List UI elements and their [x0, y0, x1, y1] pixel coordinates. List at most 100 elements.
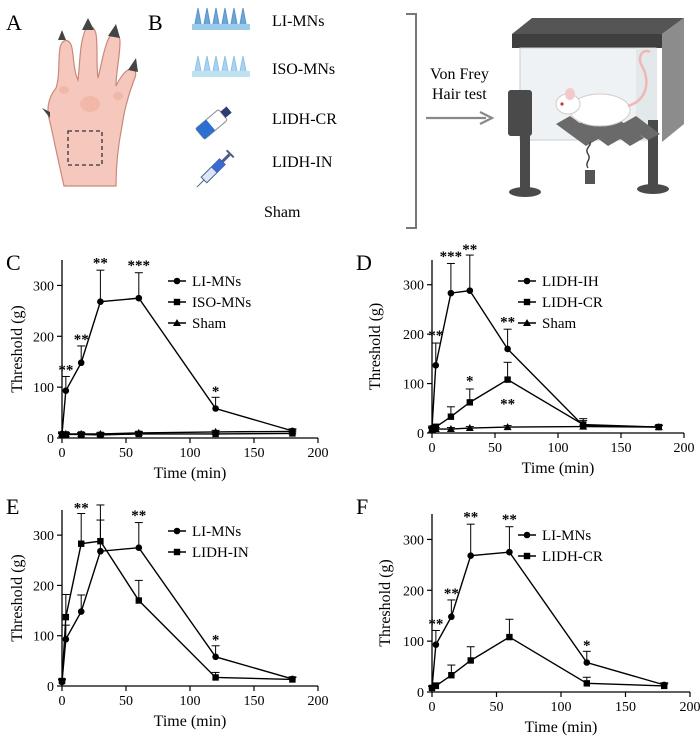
significance-mark: **	[58, 362, 73, 378]
data-point	[62, 635, 70, 643]
mouse-icon	[555, 49, 651, 127]
x-tick-label: 0	[429, 700, 436, 715]
y-tick-label: 300	[33, 529, 54, 544]
x-tick-label: 150	[244, 446, 265, 461]
treatment-label-li-mns: LI-MNs	[272, 13, 324, 30]
series-li-mns	[58, 519, 297, 686]
data-point	[448, 613, 455, 621]
x-tick-label: 200	[308, 694, 329, 709]
x-tick-label: 100	[548, 441, 569, 456]
legend-label: LI-MNs	[192, 524, 241, 540]
legend-label: ISO-MNs	[192, 295, 251, 311]
data-point	[96, 429, 105, 437]
legend-marker	[523, 277, 531, 285]
legend-label: LIDH-CR	[542, 295, 603, 311]
data-point	[77, 608, 85, 615]
series-sham	[428, 422, 663, 433]
significance-mark: ***	[128, 258, 151, 274]
y-tick-label: 0	[47, 680, 54, 695]
chart-panel-c: C 0 50 100 150 200 0 100 200 300 Time (min) Thresho…	[6, 250, 329, 482]
y-tick-label: 200	[33, 330, 54, 345]
significance-mark: **	[463, 510, 478, 526]
data-point	[212, 405, 219, 412]
data-point	[579, 422, 588, 430]
y-tick-label: 200	[33, 579, 54, 594]
syringe-icon	[196, 149, 235, 188]
legend-marker	[523, 298, 531, 306]
test-label-line-2: Hair test	[432, 86, 487, 103]
data-point	[432, 361, 440, 369]
series-line	[61, 297, 293, 434]
legend-marker	[173, 548, 181, 556]
series-lidh-cr	[428, 618, 669, 692]
data-point	[58, 677, 66, 685]
legend-label: Sham	[192, 316, 227, 332]
series-li-mns	[58, 269, 297, 438]
data-point	[135, 544, 143, 552]
x-tick-label: 0	[59, 694, 66, 709]
series-line	[61, 546, 293, 683]
chart-panel-f: F 0 50 100 150 200 0 100 200 300 Time (min) Thresho…	[356, 494, 700, 736]
legend-label: LIDH-CR	[542, 549, 603, 565]
treatment-label-lidh-cr: LIDH-CR	[272, 111, 337, 128]
data-point	[432, 641, 440, 649]
x-tick-label: 200	[674, 441, 695, 456]
chart-panel-d: D 0 50 100 150 200 0 100 200 300 Time (min) Thresho…	[356, 242, 695, 477]
significance-mark: **	[428, 616, 443, 632]
data-point	[503, 423, 512, 431]
data-point	[506, 548, 513, 556]
data-point	[97, 537, 104, 545]
x-tick-label: 150	[244, 694, 265, 709]
series-lidh-cr	[428, 361, 663, 433]
significance-mark: **	[74, 501, 89, 517]
x-tick-label: 0	[429, 441, 436, 456]
y-tick-label: 300	[403, 279, 424, 294]
data-point	[583, 659, 591, 666]
x-tick-label: 50	[119, 446, 133, 461]
data-point	[504, 345, 511, 353]
series-lidh-in	[58, 504, 297, 685]
test-label-line-1: Von Frey	[430, 66, 489, 83]
data-point	[62, 387, 70, 395]
legend-marker	[173, 527, 181, 535]
arrow-right-icon	[426, 111, 495, 125]
data-point	[289, 676, 296, 683]
legend-label: LI-MNs	[192, 274, 241, 290]
data-point	[211, 427, 220, 435]
y-axis-title: Threshold (g)	[9, 554, 26, 642]
data-point	[448, 672, 455, 679]
y-tick-label: 0	[417, 686, 424, 701]
data-point	[446, 425, 455, 433]
data-point	[467, 657, 474, 664]
x-tick-label: 100	[180, 694, 201, 709]
data-point	[97, 298, 104, 306]
data-point	[506, 633, 513, 641]
legend-label: LIDH-IN	[192, 545, 249, 561]
data-point	[447, 289, 455, 297]
data-point	[212, 653, 219, 661]
significance-mark: **	[74, 332, 89, 348]
significance-mark: **	[428, 328, 443, 344]
data-point	[467, 552, 475, 560]
legend-marker	[173, 277, 181, 285]
group-bracket	[406, 13, 417, 229]
y-tick-label: 300	[33, 279, 54, 294]
y-tick-label: 200	[403, 584, 424, 599]
x-axis-title: Time (min)	[522, 460, 595, 477]
legend-marker	[523, 531, 531, 539]
x-axis-title: Time (min)	[154, 713, 227, 730]
y-tick-label: 100	[33, 630, 54, 645]
legend-marker	[173, 298, 181, 306]
data-point	[135, 597, 142, 604]
paw-icon	[42, 18, 138, 187]
data-point	[654, 423, 663, 431]
y-axis-title: Threshold (g)	[377, 559, 394, 647]
y-tick-label: 0	[47, 432, 54, 447]
significance-mark: **	[93, 256, 108, 272]
significance-mark: **	[500, 396, 515, 412]
cream-tube-icon	[195, 106, 232, 140]
x-tick-label: 200	[680, 700, 700, 715]
legend-marker	[173, 319, 181, 326]
data-point	[504, 376, 511, 383]
